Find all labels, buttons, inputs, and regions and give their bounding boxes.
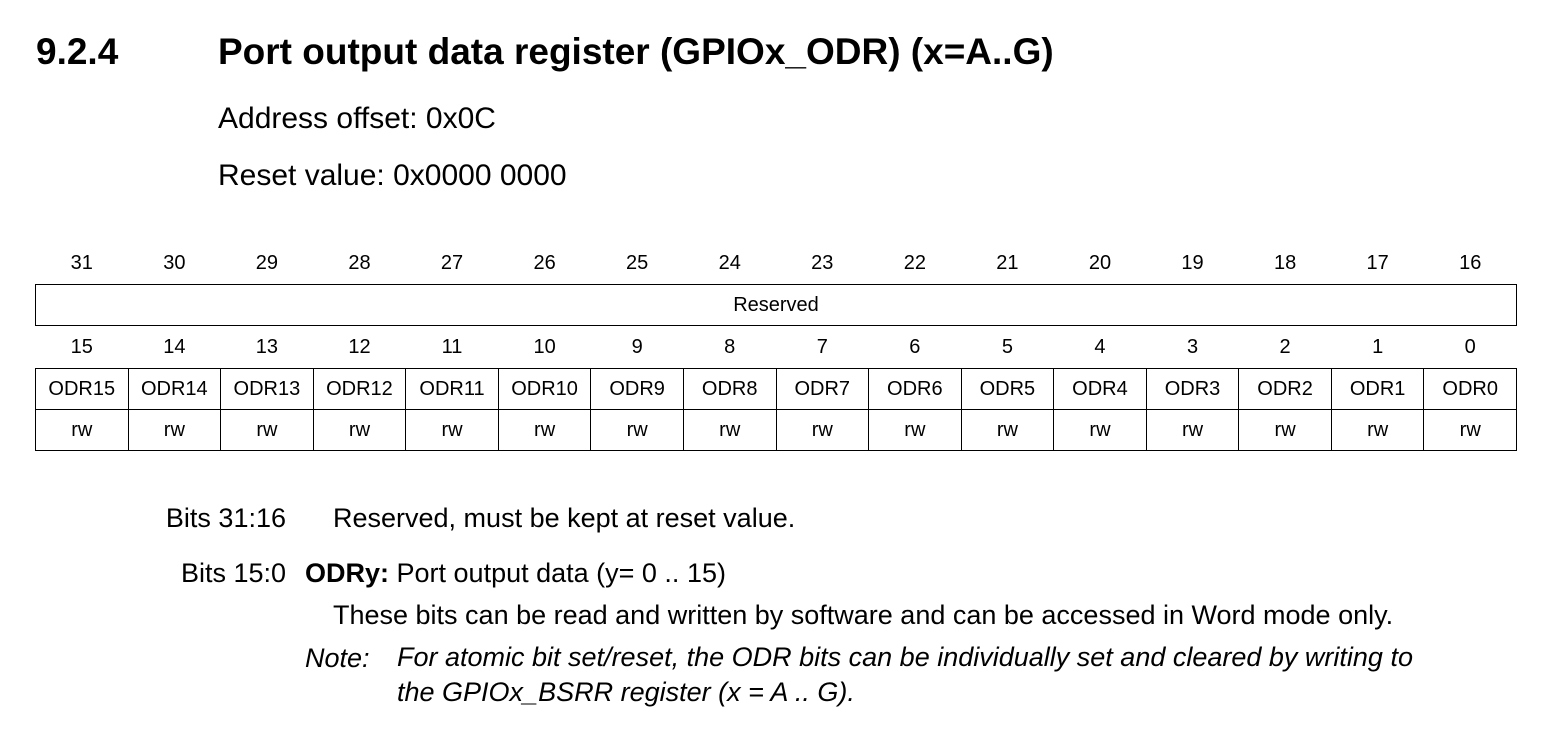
field-name: ODR9 bbox=[590, 368, 684, 410]
note-label: Note: bbox=[305, 643, 370, 673]
bit-number: 14 bbox=[163, 335, 186, 358]
field-name: ODR3 bbox=[1145, 368, 1240, 410]
bit-number: 7 bbox=[816, 335, 828, 358]
note-line: For atomic bit set/reset, the ODR bits c… bbox=[397, 642, 1413, 672]
access-type: rw bbox=[127, 409, 222, 451]
reserved-field: Reserved bbox=[35, 284, 1517, 326]
reset-value: Reset value: 0x0000 0000 bbox=[218, 159, 567, 192]
bit-number: 16 bbox=[1459, 251, 1482, 274]
note-text: For atomic bit set/reset, the ODR bits c… bbox=[397, 640, 1413, 710]
bit-number: 13 bbox=[255, 335, 279, 358]
bit-number: 15 bbox=[70, 335, 93, 358]
access-row: rw rw rw rw rw rw rw rw rw rw rw rw rw r… bbox=[35, 409, 1517, 451]
bit-number: 12 bbox=[348, 335, 371, 358]
bit-number: 20 bbox=[1088, 251, 1112, 274]
odr-field-name: ODRy: bbox=[305, 558, 390, 588]
bit-number: 19 bbox=[1181, 251, 1204, 274]
bit-number: 24 bbox=[718, 251, 741, 274]
field-name: ODR13 bbox=[220, 368, 314, 410]
field-name: ODR7 bbox=[775, 368, 870, 410]
field-name: ODR5 bbox=[960, 368, 1055, 410]
bit-number: 4 bbox=[1094, 335, 1106, 358]
access-type: rw bbox=[1238, 409, 1332, 451]
reserved-bits-description: Reserved, must be kept at reset value. bbox=[333, 503, 796, 533]
bit-number: 6 bbox=[909, 335, 921, 358]
lower-bit-numbers-row: 15 14 13 12 11 10 9 8 7 6 5 4 3 2 1 0 bbox=[36, 326, 1517, 369]
access-type: rw bbox=[1053, 409, 1147, 451]
access-type: rw bbox=[1423, 409, 1517, 451]
field-name: ODR12 bbox=[312, 368, 407, 410]
note-line: the GPIOx_BSRR register (x = A .. G). bbox=[397, 677, 855, 707]
access-type: rw bbox=[1145, 409, 1240, 451]
access-type: rw bbox=[960, 409, 1055, 451]
access-type: rw bbox=[590, 409, 684, 451]
reserved-bits-range: Bits 31:16 bbox=[165, 503, 286, 533]
field-name: ODR14 bbox=[127, 368, 222, 410]
bit-number: 26 bbox=[533, 251, 556, 274]
field-name: ODR4 bbox=[1053, 368, 1147, 410]
odr-bits-detail: These bits can be read and written by so… bbox=[333, 600, 1394, 630]
odr-bits-range: Bits 15:0 bbox=[180, 558, 286, 588]
bit-number: 10 bbox=[533, 335, 556, 358]
access-type: rw bbox=[775, 409, 870, 451]
access-type: rw bbox=[35, 409, 129, 451]
bit-number: 0 bbox=[1464, 335, 1476, 358]
field-name: ODR2 bbox=[1238, 368, 1332, 410]
bit-number: 9 bbox=[631, 335, 643, 358]
section-number: 9.2.4 bbox=[36, 31, 119, 72]
field-names-row: ODR15 ODR14 ODR13 ODR12 ODR11 ODR10 ODR9… bbox=[35, 368, 1517, 410]
field-name: ODR6 bbox=[868, 368, 962, 410]
address-offset: Address offset: 0x0C bbox=[218, 102, 496, 135]
bit-number: 30 bbox=[163, 251, 186, 274]
field-name: ODR0 bbox=[1423, 368, 1517, 410]
bit-number: 29 bbox=[255, 251, 279, 274]
bit-number: 23 bbox=[811, 251, 834, 274]
bit-number: 21 bbox=[996, 251, 1019, 274]
bit-number: 31 bbox=[70, 251, 93, 274]
access-type: rw bbox=[220, 409, 314, 451]
bit-number: 1 bbox=[1372, 335, 1384, 358]
register-table: 31 30 29 28 27 26 25 24 23 22 21 20 19 1… bbox=[35, 242, 1517, 451]
access-type: rw bbox=[405, 409, 499, 451]
access-type: rw bbox=[312, 409, 407, 451]
access-type: rw bbox=[868, 409, 962, 451]
access-type: rw bbox=[682, 409, 777, 451]
bit-number: 27 bbox=[440, 251, 464, 274]
field-name: ODR10 bbox=[497, 368, 592, 410]
upper-bit-numbers-row: 31 30 29 28 27 26 25 24 23 22 21 20 19 1… bbox=[36, 242, 1517, 285]
odr-bits-summary: ODRy: Port output data (y= 0 .. 15) bbox=[305, 555, 726, 591]
section-title: Port output data register (GPIOx_ODR) (x… bbox=[218, 31, 1054, 72]
bit-number: 8 bbox=[724, 335, 736, 358]
reserved-row: Reserved bbox=[35, 284, 1517, 326]
bit-number: 25 bbox=[626, 251, 649, 274]
field-name: ODR1 bbox=[1330, 368, 1425, 410]
odr-field-summary: Port output data (y= 0 .. 15) bbox=[389, 558, 726, 588]
access-type: rw bbox=[1330, 409, 1425, 451]
bit-number: 5 bbox=[1001, 335, 1013, 358]
bit-number: 17 bbox=[1366, 251, 1389, 274]
field-name: ODR8 bbox=[682, 368, 777, 410]
bit-number: 11 bbox=[441, 335, 463, 358]
bit-number: 2 bbox=[1279, 335, 1291, 358]
field-name: ODR11 bbox=[405, 368, 499, 410]
bit-number: 3 bbox=[1186, 335, 1199, 358]
bit-number: 22 bbox=[903, 251, 926, 274]
field-name: ODR15 bbox=[35, 368, 129, 410]
bit-number: 18 bbox=[1273, 251, 1297, 274]
access-type: rw bbox=[497, 409, 592, 451]
bit-number: 28 bbox=[348, 251, 371, 274]
